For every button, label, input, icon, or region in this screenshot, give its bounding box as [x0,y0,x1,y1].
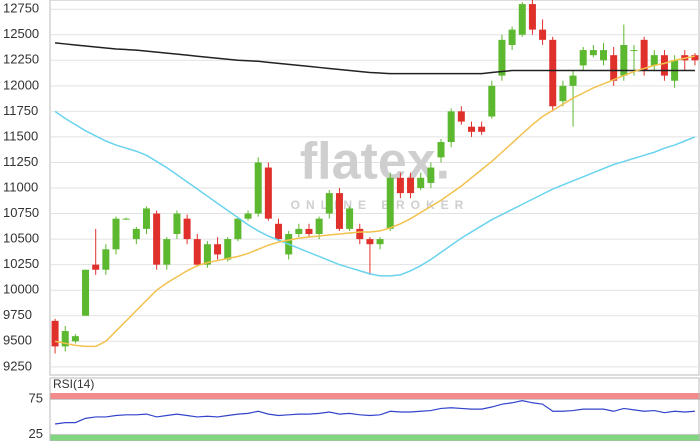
candle-body [153,213,161,265]
y-tick-label: 11500 [3,128,38,143]
y-tick-label: 12750 [3,1,39,16]
candle-body [82,269,90,316]
candle-body [173,213,181,234]
candle-body [335,193,343,229]
candle-body [224,239,232,260]
y-tick-label: 75 [29,391,43,406]
candle-body [640,39,648,71]
oversold-band [50,434,700,441]
candle-body [51,320,59,347]
candle-body [528,4,536,30]
candle-body [437,142,445,158]
candle-body [102,249,110,270]
candle-body [305,228,313,234]
candle-body [163,239,171,265]
candle-body [132,228,140,240]
candle-body [539,29,547,40]
y-tick-label: 10500 [3,231,39,246]
candle-body [325,193,333,214]
candle-body [92,264,100,270]
candle-body [620,44,628,76]
candle-body [478,126,486,132]
candle-body [508,29,516,45]
y-tick-label: 12500 [3,26,39,41]
candle-body [214,244,222,255]
candle-body [183,218,191,240]
candle-body [244,213,252,219]
y-tick-label: 9750 [3,307,32,322]
panel-title: RSI(14) [53,377,94,391]
candle-body [457,111,465,122]
candle-body [691,55,699,61]
candle-body [600,50,608,61]
candle-body [203,244,211,265]
candle-body [315,218,323,234]
candle-body [610,55,618,81]
y-tick-label: 11750 [3,103,38,118]
candle-body [498,39,506,76]
y-tick-label: 9250 [3,358,32,373]
candle-body [346,208,354,229]
watermark-tagline: ONLINE BROKER [291,198,470,212]
candle-body [366,239,374,245]
candle-body [650,55,658,66]
candle-body [579,50,587,66]
y-tick-label: 10000 [3,282,39,297]
candle-body [193,239,201,265]
candle-body [61,331,69,347]
moving-average [55,42,695,75]
candle-body [264,167,272,219]
candle-body [559,85,567,102]
candle-body [112,218,120,250]
moving-average [54,110,696,277]
moving-average [54,55,696,348]
candle-body [376,239,384,245]
y-tick-label: 12000 [3,77,39,92]
candle-body [589,50,597,56]
candle-body [569,75,577,86]
candle-body [71,336,79,342]
candle-body [122,218,130,220]
plot-area [49,0,700,376]
candle-body [356,228,364,240]
rsi-line [54,400,695,425]
overbought-band [50,393,700,400]
candle-body [467,126,475,132]
candle-body [396,177,404,194]
y-tick-label: 12250 [3,52,39,67]
candle-body [254,162,262,214]
plot-area [49,377,700,441]
candle-body [549,39,557,107]
y-tick-label: 9500 [3,333,32,348]
candle-body [142,208,150,229]
candle-body [275,223,283,240]
y-tick-label: 11000 [3,179,38,194]
y-tick-label: 11250 [3,154,38,169]
y-tick-label: 10250 [3,256,39,271]
candle-body [427,167,435,183]
candle-body [630,50,638,52]
candle-body [386,177,394,229]
candle-body [488,85,496,117]
candle-body [295,228,303,234]
candle-body [234,218,242,240]
candle-body [660,55,668,76]
watermark-logo: flatex. [300,133,450,191]
y-tick-label: 25 [29,426,43,441]
candle-body [447,111,455,143]
candle-body [407,177,415,194]
y-tick-label: 10750 [3,205,39,220]
candle-body [518,4,526,35]
candle-body [417,177,425,189]
